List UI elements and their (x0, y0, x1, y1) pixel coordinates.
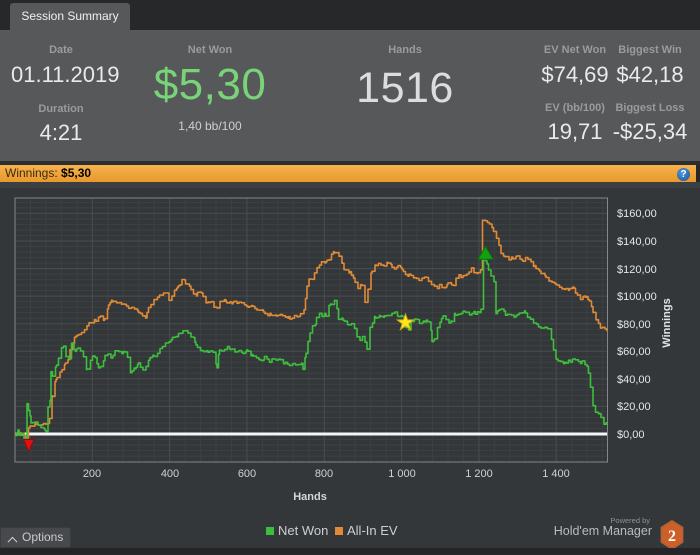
svg-text:$80,00: $80,00 (617, 319, 651, 331)
svg-text:$140,00: $140,00 (617, 236, 657, 248)
svg-text:Hands: Hands (293, 491, 327, 503)
svg-text:$120,00: $120,00 (617, 264, 657, 276)
svg-text:$60,00: $60,00 (617, 346, 651, 358)
svg-text:200: 200 (83, 468, 101, 480)
svg-text:2: 2 (668, 528, 676, 545)
svg-text:Winnings: Winnings (661, 298, 673, 347)
svg-text:1 000: 1 000 (388, 468, 416, 480)
svg-text:$160,00: $160,00 (617, 208, 657, 220)
svg-text:400: 400 (161, 468, 179, 480)
svg-text:$100,00: $100,00 (617, 291, 657, 303)
svg-text:600: 600 (238, 468, 256, 480)
svg-text:$0,00: $0,00 (617, 429, 645, 441)
svg-text:$20,00: $20,00 (617, 401, 651, 413)
svg-text:1 400: 1 400 (542, 468, 570, 480)
svg-text:$40,00: $40,00 (617, 374, 651, 386)
svg-text:1 200: 1 200 (465, 468, 493, 480)
svg-text:800: 800 (315, 468, 333, 480)
